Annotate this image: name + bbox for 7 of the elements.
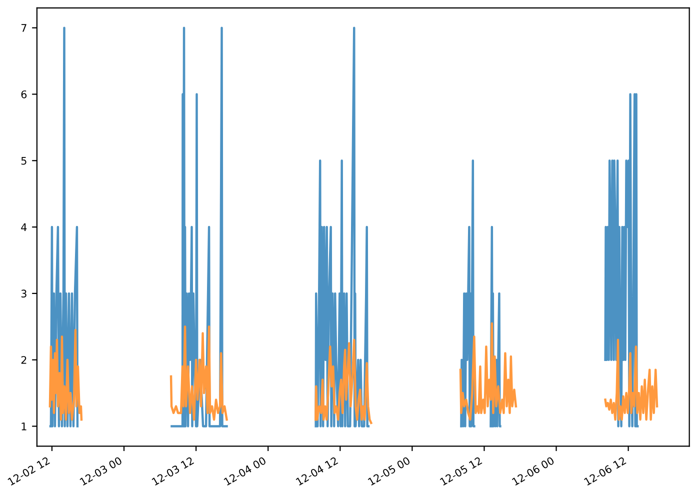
y-tick-label: 5 (21, 156, 26, 165)
y-tick-label: 3 (21, 290, 26, 298)
y-tick-label: 2 (21, 356, 26, 364)
y-tick-label: 6 (21, 90, 27, 98)
y-tick-label: 1 (22, 422, 26, 430)
y-tick-label: 7 (21, 24, 26, 32)
y-tick-label: 4 (21, 223, 27, 231)
